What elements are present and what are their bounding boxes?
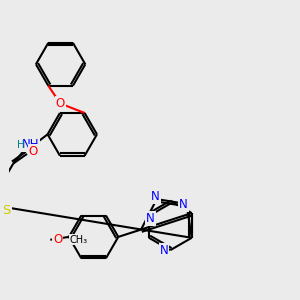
Text: O: O — [28, 145, 38, 158]
Text: N: N — [146, 212, 155, 225]
Text: O: O — [53, 233, 62, 246]
Text: N: N — [179, 198, 188, 211]
Text: CH₃: CH₃ — [69, 235, 87, 245]
Text: N: N — [151, 190, 160, 203]
Text: NH: NH — [22, 138, 39, 151]
Text: N: N — [160, 244, 169, 256]
Text: S: S — [2, 204, 10, 217]
Text: O: O — [56, 97, 65, 110]
Text: H: H — [17, 140, 25, 150]
